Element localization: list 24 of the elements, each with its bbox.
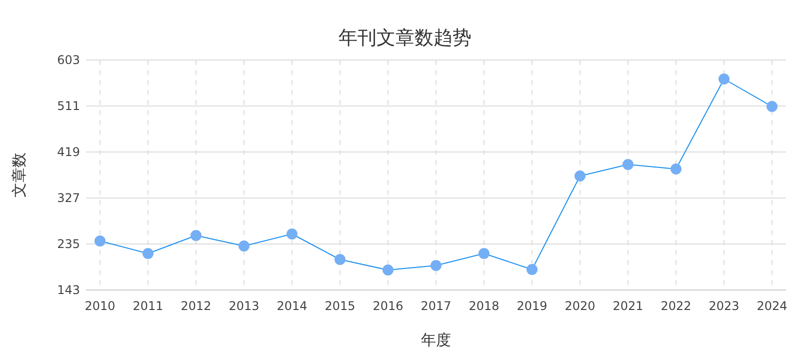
x-tick-label: 2018: [468, 299, 500, 313]
y-tick-label: 235: [57, 237, 80, 251]
y-tick-label: 143: [57, 283, 80, 297]
y-tick-label: 603: [57, 53, 80, 67]
x-tick-label: 2014: [276, 299, 308, 313]
chart-title: 年刊文章数趋势: [338, 27, 472, 49]
y-tick-label: 419: [57, 145, 80, 159]
x-tick-label: 2023: [708, 299, 740, 313]
x-tick-label: 2024: [756, 299, 788, 313]
x-tick-label: 2010: [84, 299, 116, 313]
y-axis-title: 文章数: [10, 152, 28, 198]
x-tick-label: 2021: [612, 299, 644, 313]
x-tick-label: 2019: [516, 299, 548, 313]
x-tick-label: 2011: [132, 299, 164, 313]
y-tick-label: 511: [57, 99, 80, 113]
x-tick-label: 2013: [228, 299, 260, 313]
x-axis-title: 年度: [421, 331, 451, 349]
x-tick-label: 2015: [324, 299, 356, 313]
x-tick-label: 2022: [660, 299, 692, 313]
y-tick-label: 327: [57, 191, 80, 205]
x-tick-label: 2017: [420, 299, 452, 313]
x-tick-label: 2012: [180, 299, 212, 313]
x-tick-label: 2020: [564, 299, 596, 313]
x-tick-label: 2016: [372, 299, 404, 313]
